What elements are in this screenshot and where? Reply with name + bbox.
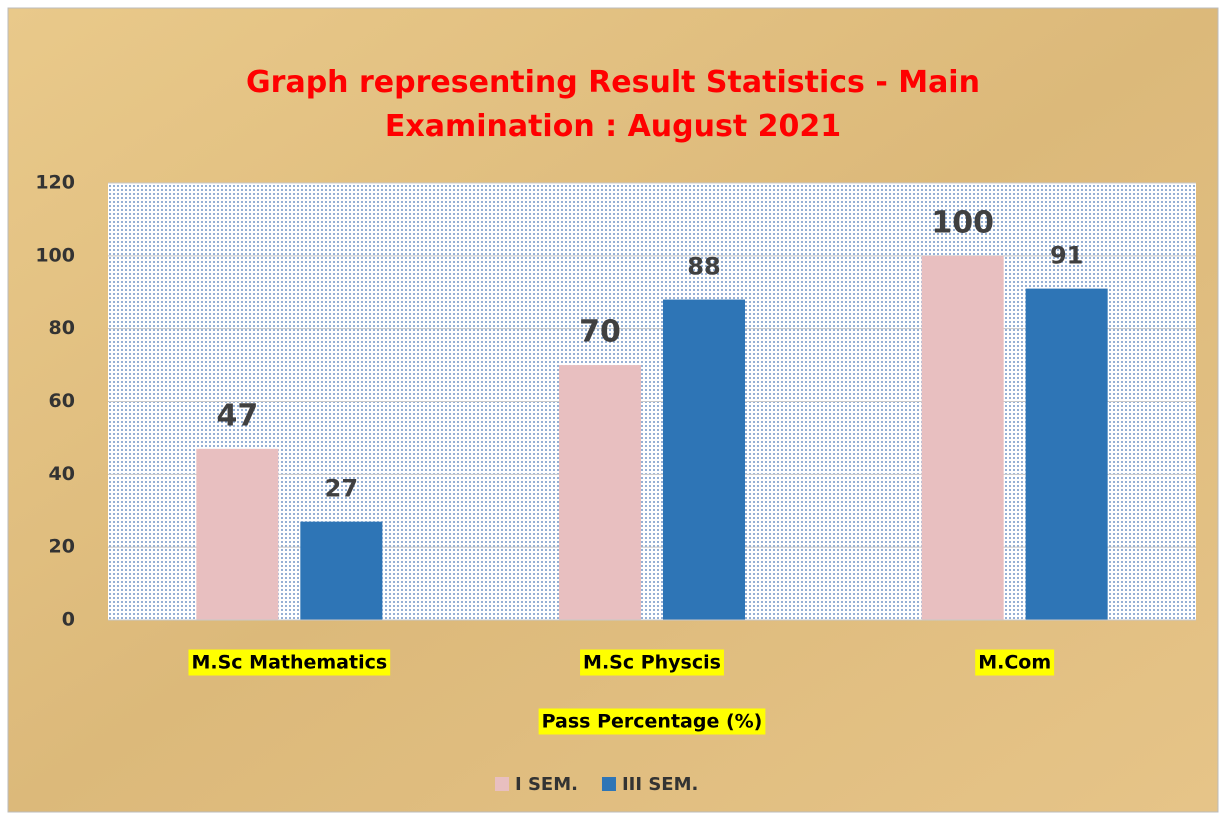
legend-swatch bbox=[495, 777, 509, 791]
x-tick-label: M.Sc Physcis bbox=[583, 652, 721, 674]
bar bbox=[663, 299, 745, 620]
title-line: Graph representing Result Statistics - M… bbox=[246, 65, 980, 100]
x-tick-label: M.Sc Mathematics bbox=[191, 652, 387, 674]
label-highlight bbox=[580, 649, 724, 676]
y-tick-label: 20 bbox=[49, 536, 75, 558]
data-label: 27 bbox=[325, 475, 358, 503]
x-tick-label: M.Com bbox=[978, 652, 1051, 674]
label-highlight bbox=[188, 649, 391, 676]
legend-swatch bbox=[601, 777, 616, 791]
label-highlight bbox=[975, 649, 1055, 676]
label-highlight bbox=[538, 708, 766, 735]
legend-label: I SEM. bbox=[515, 774, 578, 795]
y-tick-label: 60 bbox=[49, 390, 75, 412]
data-label: 70 bbox=[579, 315, 621, 350]
chart-title: Graph representing Result Statistics - M… bbox=[246, 65, 980, 144]
data-label: 47 bbox=[216, 398, 258, 433]
bar bbox=[1025, 288, 1108, 620]
y-tick-label: 120 bbox=[35, 172, 75, 194]
y-tick-label: 40 bbox=[49, 463, 75, 485]
data-label: 100 bbox=[931, 205, 994, 240]
data-label: 91 bbox=[1050, 242, 1083, 270]
title-line: Examination : August 2021 bbox=[385, 109, 841, 144]
y-tick-label: 80 bbox=[49, 317, 75, 339]
y-tick-label: 0 bbox=[62, 609, 75, 631]
legend-label: III SEM. bbox=[622, 774, 698, 795]
bar bbox=[921, 255, 1004, 621]
x-axis-title: Pass Percentage (%) bbox=[542, 711, 763, 733]
y-tick-label: 100 bbox=[35, 244, 75, 266]
bar bbox=[300, 521, 383, 620]
bar bbox=[196, 448, 279, 620]
data-label: 88 bbox=[687, 253, 720, 281]
bar bbox=[559, 365, 641, 620]
